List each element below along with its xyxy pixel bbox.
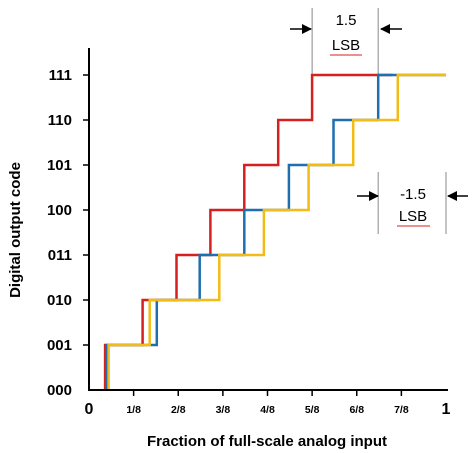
x-tick-label-7: 7/8 xyxy=(394,404,409,416)
x-tick-label-3: 3/8 xyxy=(216,404,231,416)
axes xyxy=(88,48,448,391)
series-line-2 xyxy=(107,73,446,390)
y-tick-label-0: 000 xyxy=(47,382,72,399)
y-tick-label-5: 101 xyxy=(47,157,72,174)
y-tick-label-1: 001 xyxy=(47,337,72,354)
y-tick-layer: 000 001 010 011 100 101 110 111 xyxy=(47,67,89,399)
annotation-right-line1: -1.5 xyxy=(400,186,426,203)
y-tick-label-6: 110 xyxy=(48,112,72,129)
y-tick-label-3: 011 xyxy=(48,247,72,264)
series-line-1 xyxy=(105,73,446,390)
annotation-right-arrowhead-left xyxy=(369,191,379,201)
annotation-top: 1.5 LSB xyxy=(290,12,402,56)
annotation-top-arrowhead-right xyxy=(380,24,390,34)
y-tick-label-2: 010 xyxy=(47,292,72,309)
x-tick-label-4: 4/8 xyxy=(260,404,275,416)
series-line-0 xyxy=(103,73,393,390)
annotation-right: -1.5 LSB xyxy=(357,186,468,227)
x-tick-label-5: 5/8 xyxy=(305,404,320,416)
y-tick-label-4: 100 xyxy=(47,202,72,219)
x-tick-layer: 0 1/8 2/8 3/8 4/8 5/8 6/8 7/8 1 xyxy=(85,390,451,418)
annotation-right-arrowhead-right xyxy=(447,191,457,201)
y-tick-label-7: 111 xyxy=(49,67,72,84)
annotation-guides xyxy=(311,8,447,234)
series-layer xyxy=(103,73,446,390)
annotation-right-line2: LSB xyxy=(399,208,427,225)
x-tick-label-6: 6/8 xyxy=(349,404,364,416)
annotation-top-line1: 1.5 xyxy=(336,12,357,29)
x-axis-label: Fraction of full-scale analog input xyxy=(147,433,387,450)
y-axis-label: Digital output code xyxy=(7,162,24,298)
annotation-top-arrowhead-left xyxy=(302,24,312,34)
x-tick-label-8: 1 xyxy=(442,401,451,418)
x-tick-label-1: 1/8 xyxy=(126,404,141,416)
x-tick-label-0: 0 xyxy=(85,401,94,418)
x-tick-label-2: 2/8 xyxy=(171,404,186,416)
annotation-top-line2: LSB xyxy=(332,37,360,54)
